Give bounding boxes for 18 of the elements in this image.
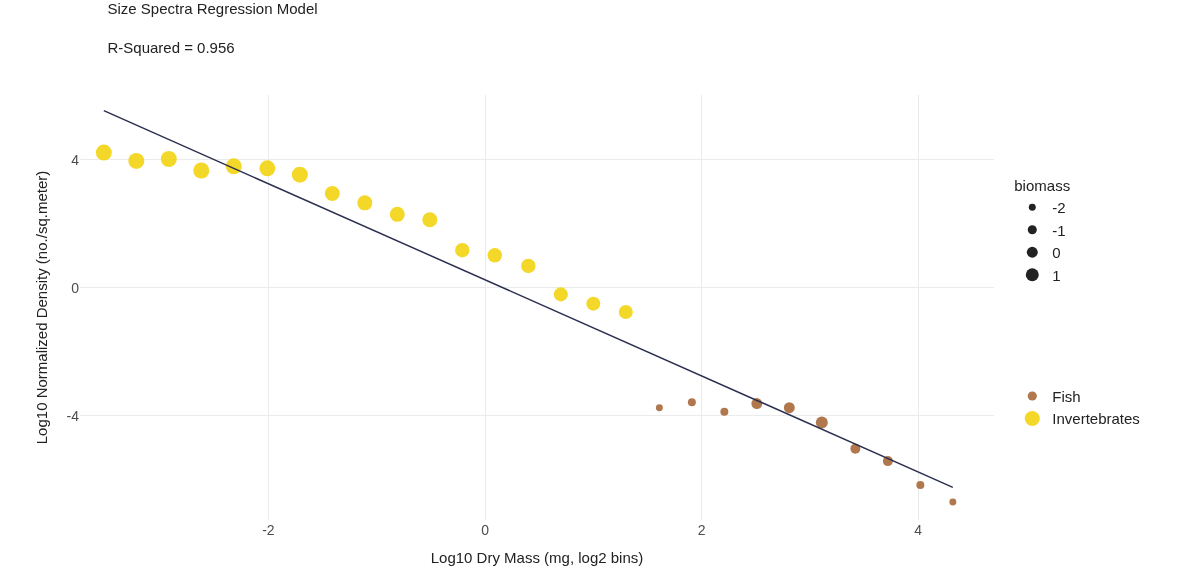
chart-title: Size Spectra Regression Model <box>107 0 318 18</box>
y-tick-label: 0 <box>71 279 80 296</box>
y-tick-label: 4 <box>71 151 80 168</box>
legend-label: 1 <box>1052 266 1061 284</box>
legend-label: -2 <box>1052 199 1066 217</box>
legend-label: Invertebrates <box>1052 410 1140 428</box>
x-tick-label: 4 <box>914 522 923 538</box>
y-axis-title: Log10 Normalized Density (no./sq.meter) <box>32 170 50 445</box>
y-tick-label: -4 <box>66 407 80 424</box>
legend-label: Fish <box>1052 387 1081 405</box>
x-tick-label: -2 <box>262 522 275 538</box>
legend-title: biomass <box>1014 177 1071 194</box>
chart-subtitle: R-Squared = 0.956 <box>107 39 235 57</box>
legend-label: -1 <box>1052 221 1066 239</box>
x-tick-label: 0 <box>481 522 490 538</box>
x-axis-title: Log10 Dry Mass (mg, log2 bins) <box>430 549 644 566</box>
legend-label: 0 <box>1052 244 1061 262</box>
x-tick-label: 2 <box>697 522 706 538</box>
